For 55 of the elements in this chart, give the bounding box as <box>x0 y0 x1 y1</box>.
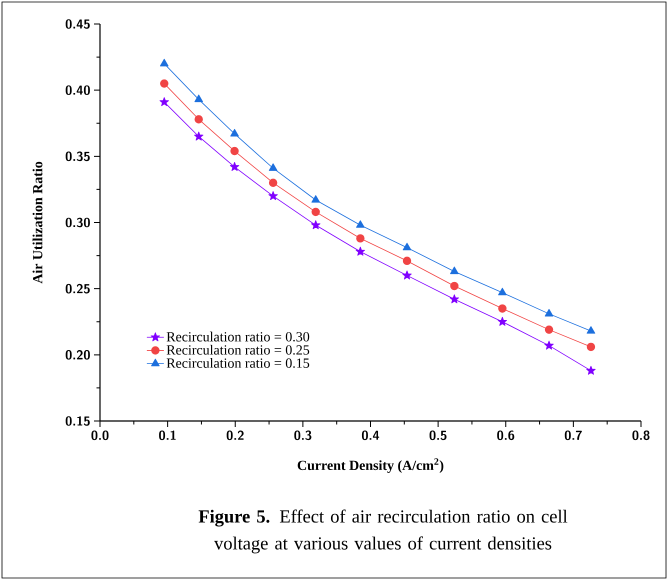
y-tick-label: 0.35 <box>66 152 90 162</box>
x-tick-label: 0.1 <box>159 430 176 440</box>
point <box>230 146 239 156</box>
point <box>544 326 554 334</box>
point <box>230 128 239 136</box>
point <box>356 220 365 228</box>
point <box>544 308 554 316</box>
point <box>312 208 320 216</box>
x-tick-label: 0.2 <box>226 430 244 440</box>
point <box>450 266 459 274</box>
point <box>311 220 320 230</box>
y-tick-label: 0.25 <box>66 284 90 294</box>
point <box>586 326 596 334</box>
legend-label: Recirculation ratio = 0.30 <box>166 332 310 342</box>
x-axis-title: Current Density (A/cm$^{2}$) <box>298 458 444 473</box>
point <box>356 246 366 256</box>
x-tick-label: 0.5 <box>430 430 447 440</box>
point <box>402 242 412 250</box>
point <box>402 256 412 266</box>
point <box>356 234 365 243</box>
point <box>498 316 508 326</box>
y-axis-title: Air Utilization Ratio <box>32 162 42 284</box>
point <box>498 304 507 313</box>
x-tick-label: 0.8 <box>632 430 650 440</box>
x-tick-label: 0.0 <box>91 430 109 440</box>
point <box>450 282 459 290</box>
point <box>498 288 507 296</box>
x-tick-label: 0.7 <box>564 430 582 440</box>
y-tick-label: 0.20 <box>66 350 90 360</box>
y-tick-label: 0.40 <box>66 85 90 95</box>
point <box>160 97 169 106</box>
point <box>194 115 203 124</box>
point <box>450 294 460 304</box>
point <box>268 178 278 187</box>
legend-label: Recirculation ratio = 0.25 <box>166 344 310 355</box>
legend-label: Recirculation ratio = 0.15 <box>166 358 310 368</box>
x-tick-label: 0.4 <box>362 430 380 440</box>
text: Figure 5. Effect of air recirculation ratio on cell voltage at various values of current densities <box>198 510 568 554</box>
x-tick-label: 0.6 <box>497 430 514 440</box>
point <box>230 162 240 171</box>
point <box>268 163 278 171</box>
point <box>544 340 554 350</box>
y-tick-label: 0.30 <box>66 218 90 228</box>
point <box>194 132 204 141</box>
point <box>194 94 204 102</box>
x-tick-label: 0.3 <box>294 430 312 440</box>
y-tick-label: 0.15 <box>66 416 90 426</box>
point <box>586 366 596 375</box>
point <box>268 191 278 200</box>
point <box>160 58 169 66</box>
point <box>402 270 412 280</box>
point <box>311 195 320 203</box>
point <box>586 342 596 352</box>
point <box>160 79 168 88</box>
y-tick-label: 0.45 <box>66 19 90 29</box>
